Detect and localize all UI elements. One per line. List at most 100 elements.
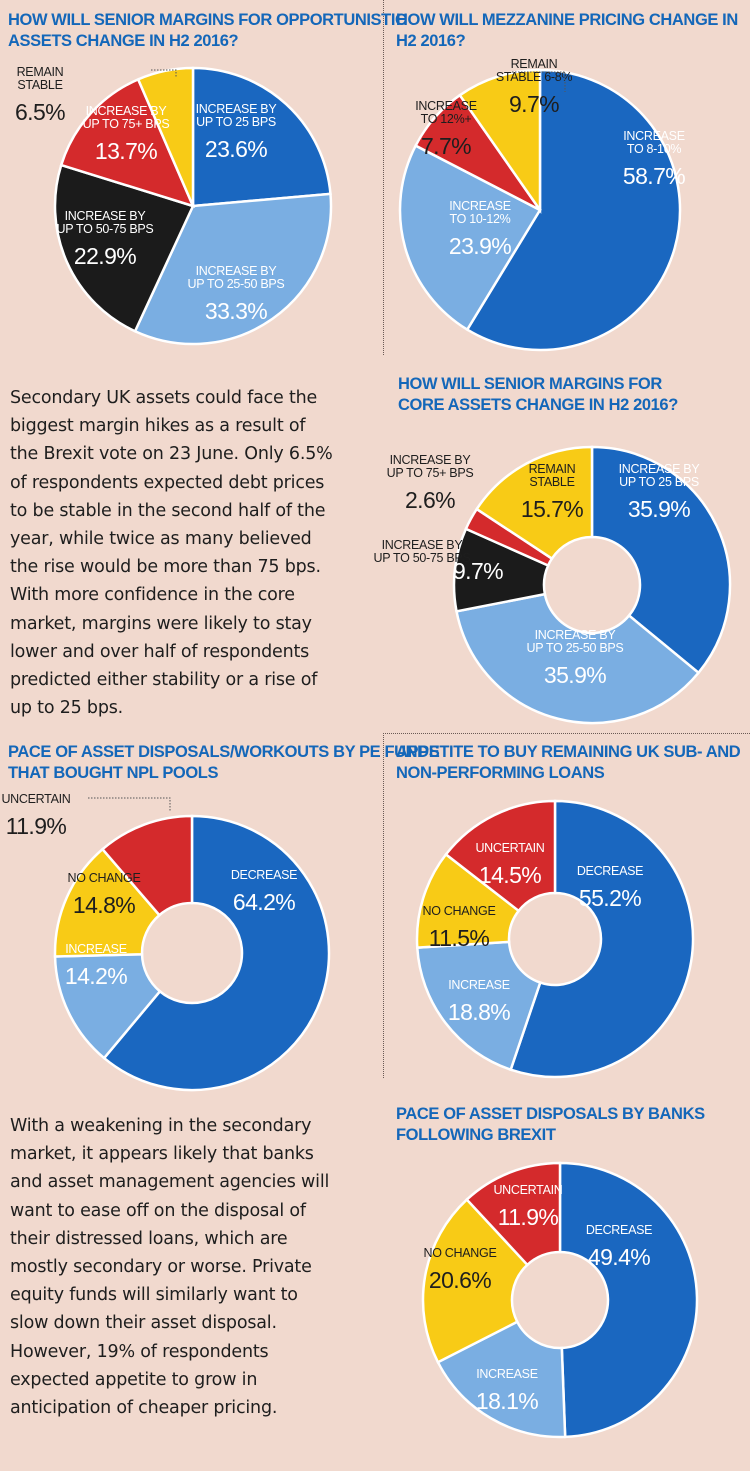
- slice-value-label: 58.7%: [623, 163, 685, 189]
- slice-value-label: 11.9%: [498, 1204, 559, 1230]
- slice-value-label: 18.1%: [476, 1388, 538, 1414]
- slice-category-label: UNCERTAIN: [493, 1183, 562, 1197]
- slice-category-label: STABLE: [529, 475, 574, 489]
- slice-value-label: 7.7%: [421, 133, 471, 159]
- slice-category-label: DECREASE: [586, 1223, 652, 1237]
- slice-category-label: UP TO 75+ BPS: [83, 117, 170, 131]
- slice-label-0: DECREASE 49.4%: [586, 1223, 653, 1270]
- slice-category-label: INCREASE BY: [382, 538, 464, 552]
- slice-label-1: INCREASE 14.2%: [65, 942, 128, 989]
- slice-category-label: INCREASE: [448, 978, 510, 992]
- slice-value-label: 11.5%: [429, 925, 490, 951]
- slice-value-label: 11.9%: [6, 813, 67, 839]
- slice-category-label: INCREASE BY: [86, 104, 168, 118]
- slice-category-label: REMAIN: [529, 462, 576, 476]
- slice-value-label: 64.2%: [233, 889, 295, 915]
- slice-category-label: TO 12%+: [421, 112, 472, 126]
- slice-value-label: 6.5%: [15, 99, 65, 125]
- slice-value-label: 35.9%: [628, 496, 690, 522]
- slice-2: [53, 163, 195, 333]
- slice-value-label: 22.9%: [74, 243, 136, 269]
- npl-appetite-donut-chart: DECREASE 55.2% INCREASE 18.8% NO CHANGE 11.5%…: [415, 799, 695, 1079]
- slice-3: [458, 68, 542, 214]
- slice-4: [475, 445, 594, 561]
- slice-3: [59, 77, 196, 209]
- slice-category-label: UP TO 25 BPS: [619, 475, 699, 489]
- chart6-title: PACE OF ASSET DISPOSALS BY BANKS FOLLOWI…: [396, 1105, 705, 1144]
- chart1-title: HOW WILL SENIOR MARGINS FOR OPPORTUNISTI…: [8, 11, 407, 50]
- slice-1: [436, 1320, 567, 1439]
- slice-category-label: UP TO 75+ BPS: [387, 466, 474, 480]
- slice-category-label: INCREASE BY: [196, 102, 278, 116]
- slice-0: [102, 814, 331, 1092]
- slice-category-label: UP TO 25-50 BPS: [527, 641, 624, 655]
- slice-category-label: INCREASE: [449, 199, 511, 213]
- leader-line: [512, 71, 566, 92]
- commentary-disposals: With a weakening in the secondary market…: [10, 1116, 330, 1419]
- slice-value-label: 14.2%: [65, 963, 127, 989]
- slice-value-label: 23.9%: [449, 233, 511, 259]
- slice-label-2: NO CHANGE 20.6%: [423, 1246, 496, 1293]
- slice-0: [558, 1161, 699, 1439]
- slice-0: [191, 66, 332, 208]
- slice-value-label: 9.7%: [509, 91, 559, 117]
- slice-label-2: 9.7%: [453, 558, 504, 584]
- slice-category-label: DECREASE: [577, 864, 643, 878]
- slice-value-label: 55.2%: [579, 885, 641, 911]
- slice-0: [590, 445, 732, 675]
- slice-3: [444, 799, 557, 913]
- chart3-title: HOW WILL SENIOR MARGINS FOR CORE ASSETS …: [398, 375, 678, 414]
- slice-3: [100, 814, 194, 917]
- slice-value-label: 14.5%: [479, 862, 541, 888]
- slice-0: [465, 68, 682, 352]
- slice-value-label: 15.7%: [521, 496, 583, 522]
- slice-category-label: TO 10-12%: [450, 212, 511, 226]
- slice-value-label: 2.6%: [405, 487, 455, 513]
- slice-category-label: NO CHANGE: [423, 1246, 496, 1260]
- slice-category-label: STABLE: [17, 78, 62, 92]
- divider-right-mid: [383, 733, 750, 734]
- slice-category-label: INCREASE BY: [619, 462, 701, 476]
- slice-2: [415, 852, 521, 949]
- slice-3: [465, 1161, 562, 1267]
- slice-label-1: INCREASE 18.8%: [448, 978, 511, 1025]
- slice-category-label: REMAIN: [511, 57, 558, 71]
- slice-value-label: 35.9%: [544, 662, 606, 688]
- slice-category-label: TO 8-10%: [627, 142, 682, 156]
- slice-category-label: DECREASE: [231, 868, 297, 882]
- slice-category-label: INCREASE BY: [390, 453, 472, 467]
- slice-value-label: 23.6%: [205, 136, 267, 162]
- commentary-margins: Secondary UK assets could face the bigge…: [10, 388, 333, 719]
- slice-category-label: INCREASE: [476, 1367, 538, 1381]
- slice-1: [133, 192, 333, 346]
- slice-label-0: DECREASE 55.2%: [577, 864, 644, 911]
- slice-label-3: UNCERTAIN 11.9%: [1, 792, 71, 839]
- slice-category-label: STABLE 6-8%: [496, 70, 573, 84]
- slice-category-label: UNCERTAIN: [475, 841, 544, 855]
- slice-1: [415, 940, 542, 1072]
- slice-category-label: NO CHANGE: [67, 871, 140, 885]
- slice-category-label: UP TO 25 BPS: [196, 115, 276, 129]
- slice-category-label: INCREASE BY: [535, 628, 617, 642]
- slice-1: [398, 143, 542, 332]
- slice-label-3: UNCERTAIN 14.5%: [475, 841, 545, 888]
- slice-value-label: 13.7%: [95, 138, 157, 164]
- slice-category-label: UP TO 50-75 BPS: [374, 551, 471, 565]
- slice-value-label: 33.3%: [205, 298, 267, 324]
- slice-2: [53, 847, 162, 958]
- divider-top: [383, 0, 384, 355]
- slice-value-label: 20.6%: [429, 1267, 491, 1293]
